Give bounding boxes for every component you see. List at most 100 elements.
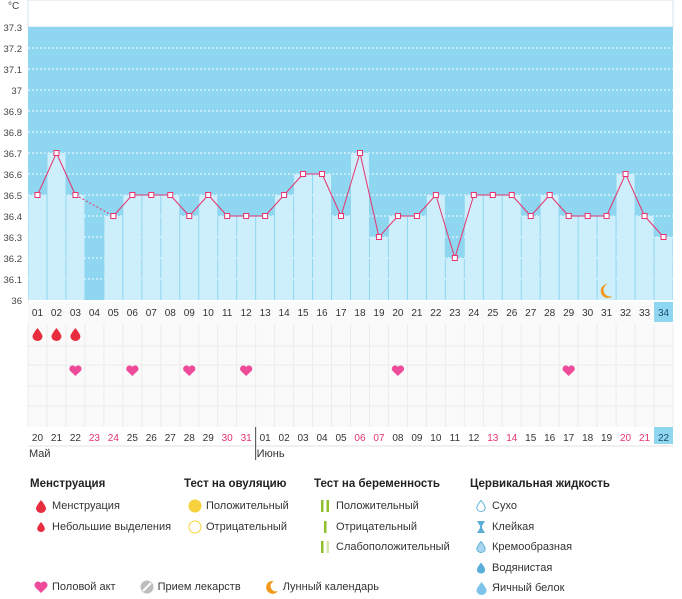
cycle-day-label: 24	[468, 308, 480, 319]
temperature-point	[300, 171, 307, 177]
faint-lines-icon	[314, 541, 336, 554]
date-label: 01	[260, 433, 272, 444]
temperature-bar	[47, 153, 66, 300]
legend-item: Прием лекарств	[136, 580, 241, 594]
y-tick-label: 36.7	[4, 149, 23, 160]
y-tick-label: 37	[11, 86, 22, 97]
legend-item: Половой акт	[30, 581, 116, 593]
cycle-day-label: 27	[525, 308, 537, 319]
temperature-bar	[161, 195, 180, 300]
bbt-chart: 36 36.1 36.2 36.3 36.4 36.5 36.6 36.7 36.8 36.9 37…	[4, 0, 674, 460]
temperature-bar	[104, 216, 123, 300]
intercourse-heart	[69, 365, 82, 376]
cycle-day-label: 32	[620, 308, 632, 319]
cycle-day-label: 13	[260, 308, 272, 319]
date-label: 08	[392, 433, 404, 444]
temperature-line-segment	[644, 215, 664, 238]
legend-menstruation: Менструация Менструация Небольшие выделе…	[30, 478, 171, 537]
legend-label: Отрицательный	[336, 520, 417, 533]
cycle-day-label: 07	[146, 308, 158, 319]
negative-circle-icon	[184, 520, 206, 534]
y-tick-label: 37.2	[4, 44, 23, 55]
menstruation-drop	[70, 328, 81, 341]
dates-area	[28, 427, 673, 446]
heart-icon	[30, 581, 52, 593]
legend-label: Небольшие выделения	[52, 520, 172, 533]
drop-icon	[30, 499, 52, 513]
creamy-drop-icon	[470, 541, 492, 554]
temperature-point	[546, 192, 553, 198]
cycle-day-label: 11	[222, 308, 233, 319]
date-label: 22	[658, 433, 670, 444]
temperature-point	[470, 192, 477, 198]
temperature-line-segment	[416, 194, 437, 217]
cycle-day-label: 26	[506, 308, 518, 319]
temperature-point	[262, 213, 269, 219]
temperature-point	[641, 213, 648, 219]
cycle-day-label: 04	[89, 308, 101, 319]
legend-title: Менструация	[30, 478, 106, 490]
temperature-point	[148, 192, 155, 198]
temperature-line-segment	[549, 194, 570, 217]
cycle-day-label: 09	[184, 308, 196, 319]
temperature-point	[660, 234, 667, 240]
temperature-point	[224, 213, 231, 219]
cycle-day-label: 18	[354, 308, 366, 319]
temperature-bar	[351, 153, 369, 300]
intercourse-heart	[183, 365, 196, 376]
plot-top-area	[27, 0, 674, 28]
egg-white-drop-icon	[470, 581, 492, 595]
temperature-point	[129, 192, 136, 198]
temperature-line-segment	[37, 152, 57, 196]
temperature-line-segment	[207, 194, 228, 217]
temperature-bar	[407, 216, 426, 300]
date-label: 11	[450, 433, 461, 444]
temperature-point	[603, 213, 610, 219]
legend-title: Цервикальная жидкость	[470, 478, 610, 490]
cycle-day-label: 22	[430, 308, 442, 319]
one-line-icon	[314, 520, 336, 533]
date-label: 20	[32, 433, 44, 444]
intercourse-heart	[562, 365, 575, 376]
temperature-point	[186, 213, 193, 219]
temperature-point	[205, 192, 212, 198]
temperature-bar	[464, 195, 483, 300]
date-label: 21	[51, 433, 63, 444]
date-label: 19	[601, 433, 613, 444]
date-label: 24	[108, 433, 120, 444]
y-tick-label: 36.1	[4, 275, 23, 286]
temperature-bar	[142, 195, 161, 300]
temperature-bar	[445, 258, 464, 300]
moon-icon	[600, 284, 613, 298]
cycle-day-label: 23	[449, 308, 461, 319]
y-tick-label: 36.2	[4, 254, 23, 265]
legend-label: Отрицательный	[206, 520, 287, 533]
legend-label: Прием лекарств	[157, 581, 241, 593]
temperature-bar	[559, 216, 578, 300]
dry-drop-icon	[470, 500, 492, 513]
date-label: 17	[563, 433, 575, 444]
temperature-line-segment	[435, 194, 456, 259]
cycle-day-label: 08	[165, 308, 177, 319]
cycle-day-label: 10	[203, 308, 215, 319]
legend-item: Отрицательный	[314, 517, 450, 538]
temperature-bar	[540, 195, 559, 300]
intercourse-heart	[391, 365, 405, 376]
temperature-line-segment	[606, 173, 627, 217]
temperature-bar	[237, 216, 256, 300]
legend-item: Сухо	[470, 496, 610, 517]
temperature-line-segment	[511, 194, 532, 217]
small-drop-icon	[30, 521, 52, 532]
cycle-day-label: 31	[601, 308, 613, 319]
temperature-bar	[521, 216, 540, 300]
y-tick-label: 36	[11, 296, 22, 307]
temperature-point	[394, 213, 401, 219]
temperature-bar	[275, 195, 294, 300]
temperature-line-segment	[454, 194, 475, 259]
menstruation-drop	[51, 328, 62, 341]
date-label: 26	[146, 433, 158, 444]
date-label: 20	[620, 433, 632, 444]
current-day-highlight	[654, 302, 673, 322]
y-tick-label: 36.4	[4, 212, 23, 223]
temperature-line-segment	[169, 194, 190, 217]
